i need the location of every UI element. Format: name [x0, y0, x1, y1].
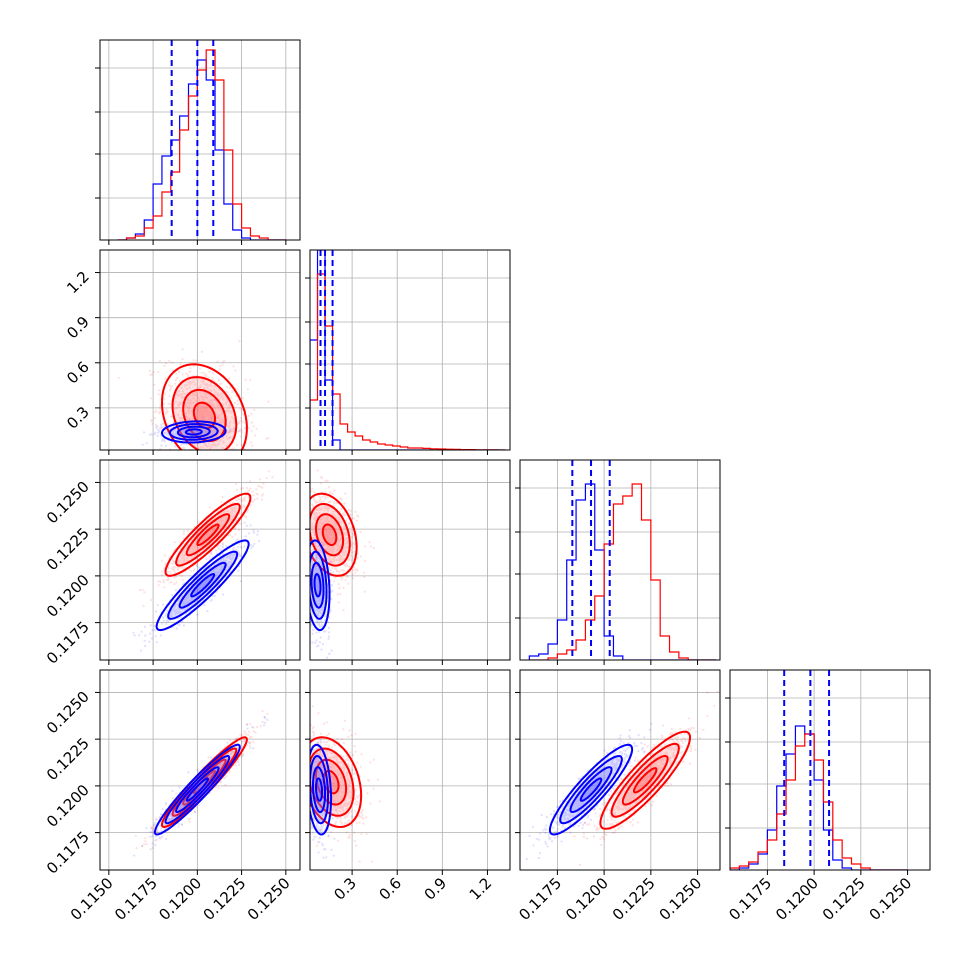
contour-blue	[315, 777, 323, 802]
contour-red	[310, 492, 358, 577]
x-tick-label: 0.1175	[725, 874, 775, 924]
contour-blue	[579, 777, 603, 802]
panel-content	[520, 670, 720, 870]
y-tick-label: 1.2	[63, 268, 93, 298]
y-tick-label: 0.1225	[43, 734, 93, 784]
contour-blue	[161, 420, 227, 444]
y-tick-label: 0.1225	[43, 524, 93, 574]
panel-frame	[309, 669, 511, 871]
x-tick-label: 0.1250	[656, 874, 706, 924]
histogram-series-red	[730, 733, 908, 870]
contour-red	[196, 523, 220, 546]
contour-blue	[184, 428, 203, 436]
panel-content	[100, 460, 300, 660]
panel-3-0: 0.11500.11750.12000.12250.12500.11750.12…	[43, 669, 301, 924]
histogram-series-red	[117, 49, 286, 240]
contour-blue	[310, 743, 333, 836]
contour-blue	[310, 561, 325, 609]
contour-blue	[313, 572, 322, 598]
x-tick-label: 0.1250	[866, 874, 916, 924]
panel-content	[100, 670, 300, 870]
panel-content	[310, 460, 510, 660]
histogram-series-blue	[117, 59, 286, 240]
contour-blue	[176, 425, 211, 439]
panel-frame	[729, 669, 931, 871]
contour-red	[160, 363, 248, 450]
x-tick-label: 0.1200	[772, 874, 822, 924]
panel-0-0	[95, 39, 301, 245]
contour-blue	[310, 539, 331, 632]
x-tick-label: 0.1225	[819, 874, 869, 924]
panel-frame	[519, 459, 721, 661]
x-tick-label: 0.1175	[515, 874, 565, 924]
contour-red	[610, 742, 680, 818]
panel-frame	[519, 669, 721, 871]
panel-content	[730, 670, 930, 870]
panel-content	[520, 460, 720, 660]
histogram-series-red	[529, 483, 717, 660]
x-tick-label: 1.2	[466, 874, 496, 904]
contour-red	[321, 523, 338, 546]
panel-content	[310, 250, 510, 450]
panel-frame	[99, 459, 301, 661]
contour-red	[171, 747, 238, 817]
x-tick-label: 0.1225	[609, 874, 659, 924]
panel-frame	[99, 39, 301, 241]
panel-frame	[99, 249, 301, 451]
histogram-series-blue	[528, 483, 717, 660]
y-tick-label: 0.1175	[43, 828, 93, 878]
y-tick-label: 0.9	[63, 313, 93, 343]
y-tick-label: 0.1200	[43, 571, 93, 621]
panel-3-1: 0.3 0.6 0.9 1.2	[305, 669, 511, 904]
panel-2-2	[515, 459, 721, 665]
x-tick-label: 0.1225	[200, 874, 250, 924]
panel-frame	[309, 249, 511, 451]
contour-blue	[164, 755, 231, 825]
scatter-red	[310, 469, 375, 612]
histogram-series-blue	[730, 725, 908, 870]
histogram-series-blue	[310, 250, 506, 450]
contour-red	[633, 767, 658, 794]
panel-2-1	[305, 459, 511, 665]
contour-red	[175, 502, 241, 567]
y-tick-label: 0.3	[63, 403, 93, 433]
contour-blue	[185, 777, 210, 802]
y-tick-label: 0.1250	[43, 478, 93, 528]
contour-red	[164, 492, 252, 577]
x-tick-label: 0.9	[421, 874, 451, 904]
x-tick-label: 0.3	[330, 874, 360, 904]
x-tick-label: 0.1150	[67, 874, 117, 924]
contour-blue	[312, 766, 326, 814]
panel-content	[100, 40, 300, 240]
contour-blue	[167, 550, 239, 620]
contour-red	[161, 736, 248, 829]
contour-red	[599, 730, 691, 830]
y-tick-label: 0.1175	[43, 618, 93, 668]
x-tick-label: 0.1200	[562, 874, 612, 924]
y-tick-label: 0.6	[63, 358, 93, 388]
y-tick-label: 0.1200	[43, 781, 93, 831]
contour-blue	[548, 743, 634, 836]
panel-1-1	[305, 249, 511, 455]
contour-red	[192, 769, 216, 795]
x-tick-label: 0.6	[375, 874, 405, 904]
x-tick-label: 0.1250	[244, 874, 294, 924]
x-tick-label: 0.1200	[155, 874, 205, 924]
contour-blue	[190, 572, 216, 598]
contour-blue	[155, 539, 250, 632]
panel-frame	[309, 459, 511, 661]
panel-1-0: 0.3 0.6 0.9 1.2	[63, 249, 301, 455]
panel-content	[100, 250, 300, 450]
panel-frame	[99, 669, 301, 871]
contour-blue	[153, 743, 241, 836]
y-tick-label: 0.1250	[43, 688, 93, 738]
x-tick-label: 0.1175	[111, 874, 161, 924]
histogram-series-red	[310, 273, 506, 450]
panel-content	[310, 670, 510, 870]
contour-blue	[559, 754, 623, 825]
